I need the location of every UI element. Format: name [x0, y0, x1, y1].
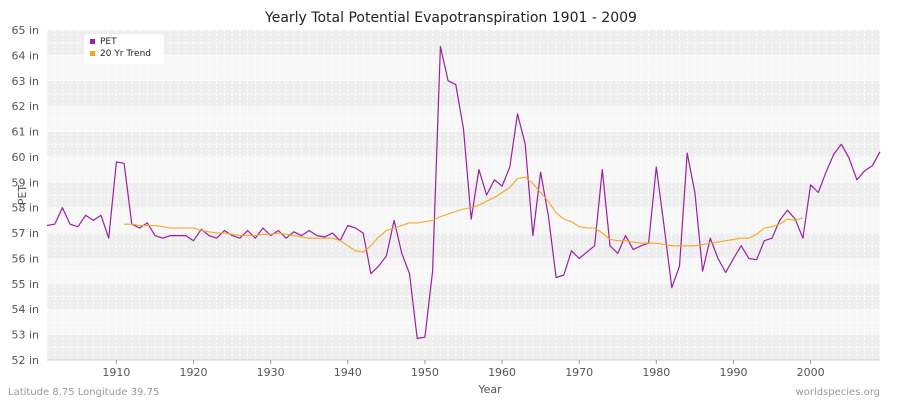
x-tick-label: 1970 — [565, 366, 593, 379]
legend-swatch — [90, 39, 95, 44]
y-tick-label: 62 in — [11, 100, 39, 113]
y-tick-label: 57 in — [11, 227, 39, 240]
y-tick-label: 53 in — [11, 329, 39, 342]
legend-box — [84, 34, 164, 64]
legend-entry: PET — [100, 37, 117, 47]
x-tick-label: 1930 — [257, 366, 285, 379]
x-tick-label: 1950 — [411, 366, 439, 379]
y-tick-label: 54 in — [11, 303, 39, 316]
legend-swatch — [90, 51, 95, 56]
y-tick-label: 59 in — [11, 176, 39, 189]
chart-title: Yearly Total Potential Evapotranspiratio… — [264, 10, 637, 26]
pet-series-line — [46, 45, 881, 339]
y-tick-label: 55 in — [11, 278, 39, 291]
grid-lines — [46, 29, 881, 361]
trend-series-line — [124, 176, 804, 253]
x-tick-label: 1940 — [334, 366, 362, 379]
x-tick-label: 1990 — [719, 366, 747, 379]
x-axis-ticks: 1910 1920 1930 1940 1950 1960 1970 1980 1990 2000 — [47, 359, 880, 379]
x-tick-label: 1910 — [102, 366, 130, 379]
y-tick-label: 58 in — [11, 202, 39, 215]
y-tick-label: 56 in — [11, 252, 39, 265]
legend-entry: 20 Yr Trend — [100, 49, 151, 59]
y-tick-label: 64 in — [11, 49, 39, 62]
series-lines — [46, 45, 881, 339]
y-axis-ticks: 52 in 53 in 54 in 55 in 56 in 57 in 58 in 59 in… — [11, 24, 39, 367]
y-axis-label: PET — [16, 185, 29, 206]
x-tick-label: 1920 — [180, 366, 208, 379]
footer-source: worldspecies.org — [796, 387, 880, 398]
y-tick-label: 52 in — [11, 354, 39, 367]
x-tick-label: 1960 — [488, 366, 516, 379]
y-tick-label: 65 in — [11, 24, 39, 37]
y-tick-label: 61 in — [11, 126, 39, 139]
y-tick-label: 60 in — [11, 151, 39, 164]
footer-location: Latitude 8.75 Longitude 39.75 — [8, 387, 159, 398]
legend: PET 20 Yr Trend — [84, 34, 164, 64]
x-tick-label: 2000 — [797, 366, 825, 379]
y-tick-label: 63 in — [11, 75, 39, 88]
x-axis-label: Year — [477, 383, 502, 396]
x-tick-label: 1980 — [642, 366, 670, 379]
